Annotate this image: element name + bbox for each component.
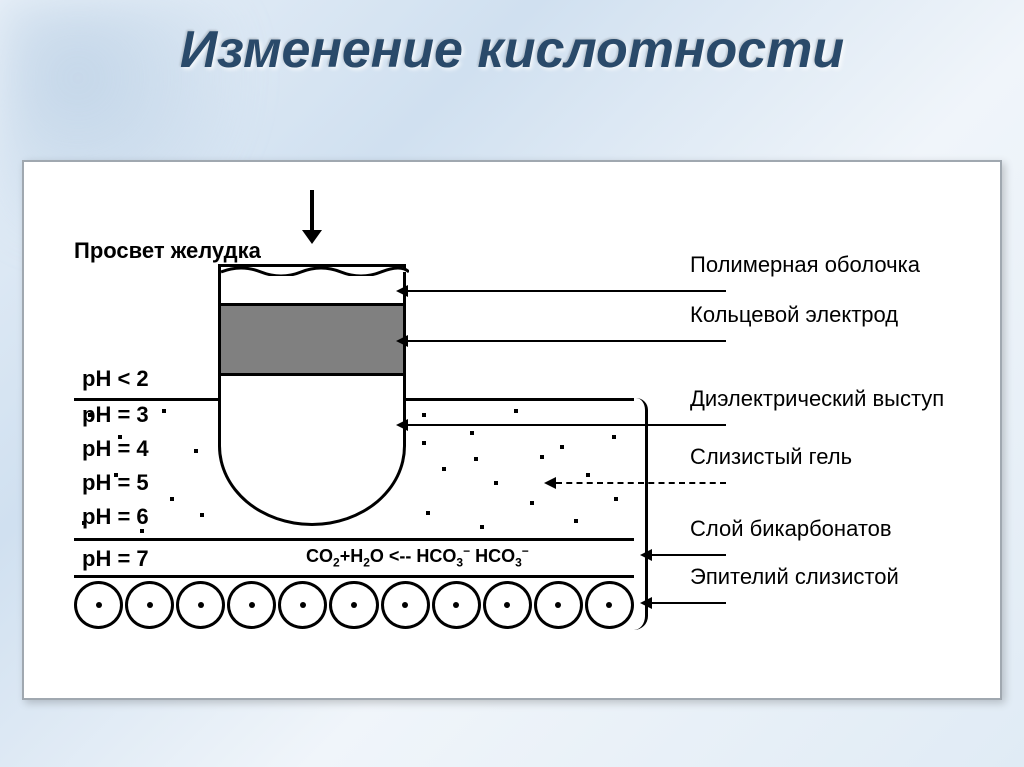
epithelial-cell — [74, 581, 123, 629]
epithelial-cell — [125, 581, 174, 629]
arrowhead-polymer — [396, 285, 408, 297]
epithelial-cell — [227, 581, 276, 629]
leader-electrode — [408, 340, 726, 342]
arrowhead-gel — [544, 477, 556, 489]
arrowhead-dielectric — [396, 419, 408, 431]
label-epithelium: Эпителий слизистой — [690, 564, 899, 590]
ph-label: pH = 5 — [82, 470, 149, 496]
arrowhead-epithelium — [640, 597, 652, 609]
label-gel: Слизистый гель — [690, 444, 852, 470]
leader-bicarb — [652, 554, 726, 556]
epithelial-cell — [381, 581, 430, 629]
ring-electrode — [218, 306, 406, 376]
bicarbonate-reaction: CO2+H2O <-- HCO3− HCO3− — [306, 544, 529, 570]
leader-polymer — [408, 290, 726, 292]
ph-label: pH = 6 — [82, 504, 149, 530]
leader-gel — [556, 482, 726, 484]
epithelial-cell — [329, 581, 378, 629]
epithelial-cell — [278, 581, 327, 629]
tissue-right-edge — [630, 398, 648, 630]
slide-title: Изменение кислотности — [0, 20, 1024, 80]
diagram: Просвет желудка pH < 2 pH = 3 pH = 4 pH = 5… — [74, 190, 634, 670]
dielectric-tip — [218, 376, 406, 526]
polymer-shell — [218, 276, 406, 306]
diagram-card: Просвет желудка pH < 2 pH = 3 pH = 4 pH = 5… — [22, 160, 1002, 700]
epithelial-cell — [176, 581, 225, 629]
epithelium-layer — [74, 581, 634, 629]
inflow-arrow — [310, 190, 314, 234]
ph-label: pH = 7 — [82, 546, 149, 572]
epithelial-cell — [585, 581, 634, 629]
ph-probe — [218, 264, 406, 524]
ph-label: pH < 2 — [82, 366, 149, 392]
label-dielectric: Диэлектрический выступ — [690, 386, 944, 412]
epithelial-cell — [483, 581, 532, 629]
label-polymer: Полимерная оболочка — [690, 252, 920, 278]
epithelial-cell — [534, 581, 583, 629]
epithelial-cell — [432, 581, 481, 629]
arrowhead-bicarb — [640, 549, 652, 561]
leader-dielectric — [408, 424, 726, 426]
leader-epithelium — [652, 602, 726, 604]
label-electrode: Кольцевой электрод — [690, 302, 898, 328]
label-bicarb: Слой бикарбонатов — [690, 516, 892, 542]
ph-label: pH = 3 — [82, 402, 149, 428]
ph-label: pH = 4 — [82, 436, 149, 462]
arrowhead-electrode — [396, 335, 408, 347]
lumen-label: Просвет желудка — [74, 238, 261, 264]
